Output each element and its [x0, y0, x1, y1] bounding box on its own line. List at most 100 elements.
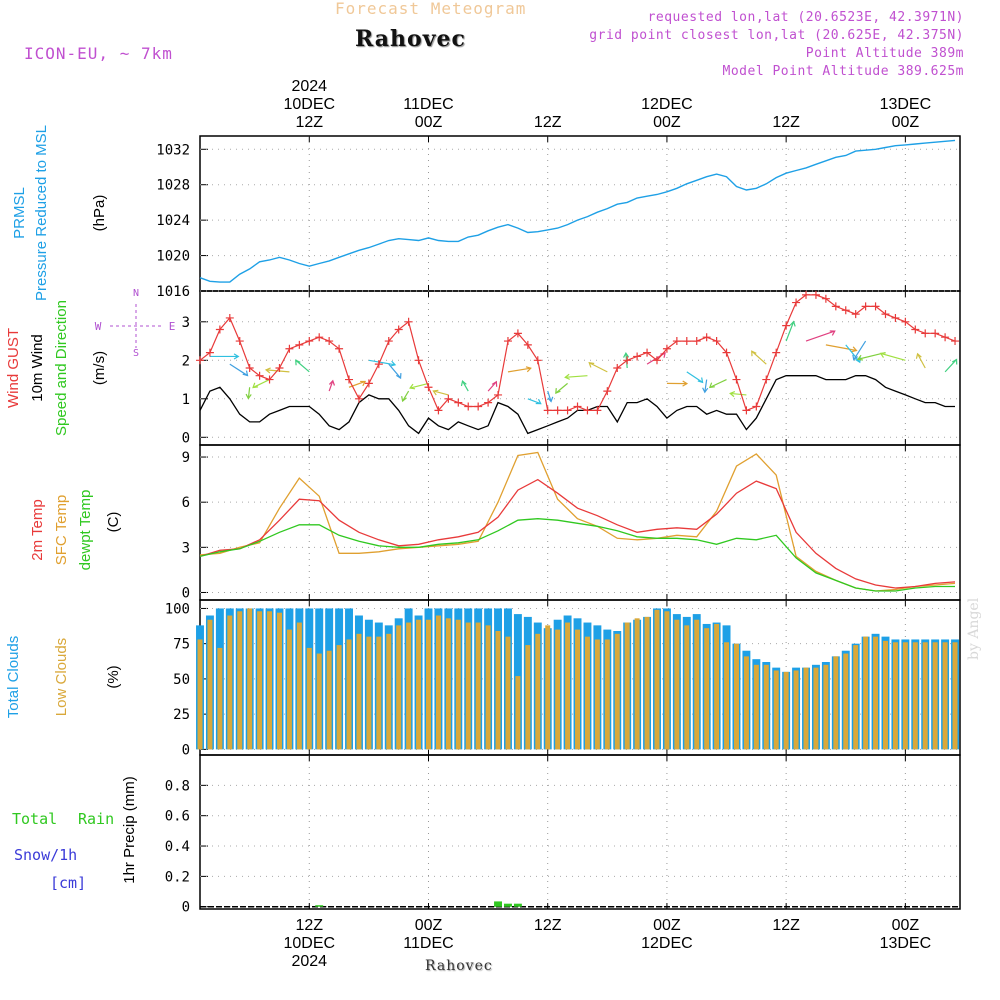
- wind-arrow-head: [588, 361, 595, 368]
- gust-marker: [573, 402, 582, 411]
- bottom-date-label: 00Z: [653, 917, 681, 934]
- y-tick-label: 6: [182, 495, 190, 511]
- gust-marker: [374, 360, 383, 369]
- low-cloud-bar: [704, 628, 710, 750]
- gust-marker: [841, 306, 850, 315]
- gust-marker: [692, 337, 701, 346]
- y-tick-label: 0: [182, 585, 190, 601]
- compass-n: N: [133, 288, 139, 299]
- wind-arrow-head: [697, 377, 704, 384]
- gust-marker: [742, 406, 751, 415]
- bottom-date-label: 2024: [291, 953, 327, 970]
- gust-marker: [792, 298, 801, 307]
- gust-marker: [434, 406, 443, 415]
- wind-arrow: [944, 359, 957, 373]
- rain-bar: [315, 905, 324, 907]
- label-ms: (m/s): [91, 351, 108, 385]
- gust-marker: [772, 348, 781, 357]
- low-cloud-bar: [584, 636, 590, 750]
- low-cloud-bar: [714, 623, 720, 750]
- wind-arrow-head: [409, 383, 416, 390]
- gust-marker: [533, 356, 542, 365]
- grid-coords: grid point closest lon,lat (20.625E, 42.…: [589, 28, 964, 43]
- low-cloud-bar: [892, 642, 898, 750]
- wind-arrow: [487, 381, 497, 392]
- wind-arrow: [547, 390, 552, 402]
- low-cloud-bar: [366, 636, 372, 750]
- low-cloud-bar: [346, 639, 352, 750]
- wind-arrow-head: [547, 396, 554, 403]
- wind-arrow-head: [789, 320, 796, 327]
- gust-marker: [583, 406, 592, 415]
- gust-marker: [215, 325, 224, 334]
- low-cloud-bar: [207, 619, 213, 750]
- gust-marker: [722, 348, 731, 357]
- gust-marker: [613, 364, 622, 372]
- gust-marker: [811, 290, 820, 299]
- low-cloud-bar: [217, 647, 223, 750]
- wind-arrow-head: [396, 373, 402, 380]
- top-date-label: 12Z: [295, 114, 323, 131]
- gust-marker: [265, 375, 274, 384]
- low-cloud-bar: [793, 670, 799, 750]
- low-cloud-bar: [813, 667, 819, 750]
- gust-marker: [414, 356, 423, 365]
- low-cloud-bar: [724, 642, 730, 750]
- label-snow: Snow/1h: [14, 846, 77, 864]
- wind-arrow-head: [829, 330, 836, 336]
- low-cloud-bar: [743, 656, 749, 750]
- wind-arrow-head: [432, 389, 439, 396]
- low-cloud-bar: [276, 612, 282, 750]
- low-cloud-bar: [535, 633, 541, 750]
- label-speed-direction: Speed and Direction: [53, 300, 70, 436]
- low-cloud-bar: [833, 656, 839, 750]
- label-2m-temp: 2m Temp: [29, 499, 46, 560]
- gust-marker: [345, 375, 354, 384]
- sfc-temp-line: [199, 451, 956, 592]
- wind-arrow: [247, 387, 251, 399]
- gust-marker: [474, 402, 483, 411]
- wind-arrow-head: [328, 379, 336, 386]
- low-cloud-bar: [823, 664, 829, 750]
- gust-marker: [315, 333, 324, 342]
- low-cloud-bar: [475, 622, 481, 750]
- low-cloud-bar: [336, 645, 342, 750]
- wind-arrow-head: [360, 380, 367, 387]
- low-cloud-bar: [267, 611, 273, 750]
- gust-marker: [941, 333, 950, 342]
- gust-marker: [553, 406, 562, 415]
- gust-marker: [633, 352, 642, 361]
- low-cloud-bar: [624, 622, 630, 750]
- rain-bar: [494, 901, 503, 907]
- gust-marker: [364, 379, 373, 388]
- rain-bar: [513, 903, 522, 907]
- gust-marker: [891, 313, 900, 322]
- gust-marker: [235, 337, 244, 346]
- gust-marker: [861, 302, 870, 311]
- wind-arrow: [229, 363, 248, 377]
- gust-marker: [643, 348, 652, 357]
- low-cloud-bar: [863, 636, 869, 750]
- low-cloud-bar: [545, 625, 551, 750]
- low-cloud-bar: [942, 642, 948, 750]
- gust-marker: [354, 394, 363, 403]
- low-cloud-bar: [356, 633, 362, 750]
- model-label: ICON-EU, ~ 7km: [24, 44, 173, 63]
- y-tick-label: 25: [173, 707, 190, 723]
- y-tick-label: 1020: [156, 249, 190, 265]
- bottom-date-label: 12DEC: [641, 935, 693, 952]
- gust-marker: [782, 321, 791, 330]
- wind-arrow: [409, 382, 429, 389]
- wind-arrow-head: [535, 398, 542, 405]
- y-tick-label: 0.4: [165, 839, 190, 855]
- low-cloud-bar: [644, 616, 650, 750]
- bottom-date-label: 13DEC: [880, 935, 932, 952]
- y-tick-label: 3: [182, 540, 190, 556]
- wind-arrow-head: [264, 367, 271, 374]
- gust-marker: [593, 406, 602, 415]
- gust-marker: [464, 402, 473, 411]
- pressure-line: [199, 139, 956, 283]
- label-low-clouds: Low Clouds: [53, 638, 70, 716]
- bottom-date-label: 10DEC: [283, 935, 335, 952]
- gust-marker: [921, 329, 930, 338]
